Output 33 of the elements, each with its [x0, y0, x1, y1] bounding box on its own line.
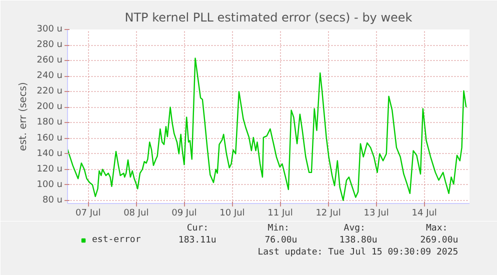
x-tick-label: 11 Jul — [268, 208, 293, 218]
x-tick-label: 13 Jul — [364, 208, 389, 218]
y-tick-label: 220 u — [36, 86, 63, 97]
y-tick-label: 180 u — [36, 118, 63, 128]
y-tick-label: 280 u — [36, 40, 63, 50]
y-axis-title: est. err (secs) — [18, 82, 29, 151]
text: 183.11u — [178, 236, 216, 246]
y-tick-label: 200 u — [36, 102, 63, 112]
text: Cur: — [186, 224, 209, 234]
y-tick-label: 240 u — [36, 71, 63, 82]
x-tick-label: 12 Jul — [316, 208, 341, 218]
legend-label: est-error — [92, 235, 141, 245]
x-tick-label: 14 Jul — [412, 208, 437, 218]
text: 138.80u — [339, 236, 378, 246]
y-tick-label: 300 u — [36, 24, 63, 34]
y-tick-label: 160 u — [36, 133, 63, 144]
y-tick-label: 260 u — [36, 56, 63, 66]
y-tick-label: 80 u — [42, 195, 63, 206]
chart-title: NTP kernel PLL estimated error (secs) - by week — [124, 10, 412, 24]
text: Min: — [268, 224, 290, 234]
y-tick-label: 100 u — [36, 180, 63, 190]
text: 76.00u — [264, 236, 298, 246]
y-tick-label: 120 u — [36, 164, 63, 174]
y-tick-label: 140 u — [36, 148, 63, 159]
x-tick-label: 10 Jul — [220, 208, 245, 218]
text: 269.00u — [420, 236, 458, 246]
x-tick-label: 09 Jul — [172, 208, 197, 218]
x-tick-label: 07 Jul — [76, 208, 101, 218]
text: Avg: — [344, 224, 366, 234]
text: Max: — [426, 224, 448, 234]
text: Last update: Tue Jul 15 09:30:09 2025 — [258, 248, 458, 258]
x-tick-label: 08 Jul — [124, 208, 149, 218]
line-series — [68, 58, 467, 201]
